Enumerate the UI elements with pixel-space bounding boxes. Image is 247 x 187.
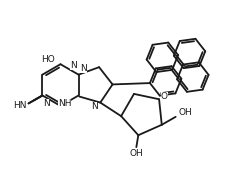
Text: N: N: [91, 102, 98, 111]
Text: N: N: [43, 99, 50, 108]
Text: O: O: [161, 92, 167, 101]
Text: HO: HO: [41, 55, 54, 64]
Text: OH: OH: [129, 149, 143, 158]
Text: OH: OH: [179, 108, 192, 117]
Text: HN: HN: [13, 101, 26, 110]
Text: N: N: [70, 61, 77, 70]
Text: N: N: [80, 64, 87, 73]
Text: NH: NH: [58, 99, 71, 108]
